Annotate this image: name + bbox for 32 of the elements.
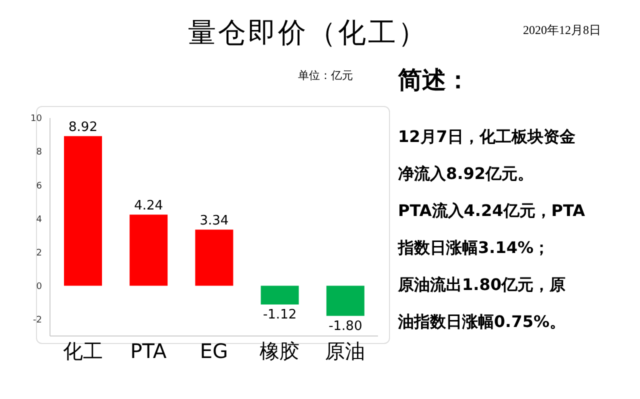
x-tick-label: 橡胶 (260, 339, 300, 364)
text: 油指数日涨幅0.75%。 (398, 311, 567, 333)
chart-subtitle: 单位：亿元 (298, 68, 353, 83)
y-tick-label: 2 (36, 248, 42, 258)
bar (326, 286, 364, 316)
y-tick-label: 6 (36, 181, 42, 192)
data-label: -1.12 (262, 308, 297, 323)
bar (195, 230, 234, 286)
x-tick-label: 原油 (325, 339, 366, 364)
data-label: 8.92 (68, 120, 98, 136)
text: 12月7日，化工板块资金 (398, 126, 576, 148)
data-label: 3.34 (200, 214, 229, 229)
y-tick-label: 0 (36, 282, 42, 292)
y-tick-label: 4 (36, 214, 42, 225)
text: PTA流入4.24亿元，PTA (398, 200, 586, 222)
text: 指数日涨幅3.14%； (398, 237, 551, 259)
chart-title: 量仓即价（化工） (188, 15, 428, 51)
x-tick-label: EG (200, 339, 228, 364)
x-tick-label: PTA (130, 339, 167, 364)
bar (130, 214, 168, 286)
text: 2020年12月8日 (523, 22, 601, 39)
y-tick-label: -2 (33, 315, 42, 326)
y-tick-label: 10 (30, 114, 42, 124)
x-tick-label: 化工 (62, 339, 103, 364)
data-label: 4.24 (134, 198, 164, 214)
data-label: -1.80 (328, 319, 362, 334)
bar (64, 136, 102, 286)
text: 净流入8.92亿元。 (398, 163, 534, 185)
text: 简述： (398, 65, 470, 96)
bar (260, 286, 299, 304)
text: 原油流出1.80亿元，原 (398, 274, 566, 296)
y-tick-label: 8 (36, 148, 42, 158)
